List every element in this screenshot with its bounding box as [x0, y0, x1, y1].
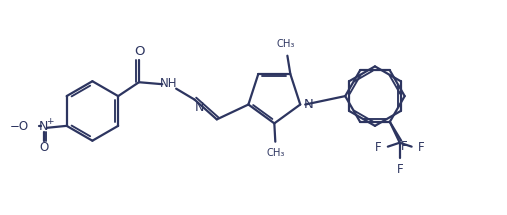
Text: CH₃: CH₃ — [266, 148, 284, 158]
Text: NH: NH — [160, 77, 177, 90]
Text: F: F — [401, 140, 407, 153]
Text: F: F — [375, 141, 382, 154]
Text: O: O — [39, 141, 49, 154]
Text: N: N — [304, 98, 314, 111]
Text: N: N — [39, 120, 49, 133]
Text: O: O — [134, 45, 144, 58]
Text: −O: −O — [10, 120, 29, 133]
Text: F: F — [396, 163, 403, 177]
Text: CH₃: CH₃ — [276, 39, 295, 49]
Text: F: F — [418, 141, 424, 154]
Text: +: + — [46, 117, 53, 126]
Text: N: N — [195, 101, 204, 114]
